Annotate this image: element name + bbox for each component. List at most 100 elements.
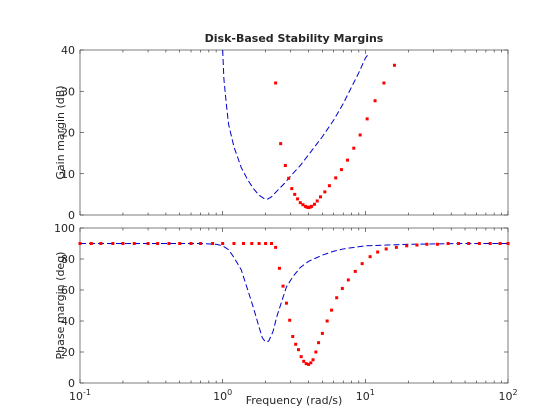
phase-series-1-point: [302, 359, 306, 363]
phase-series-1-point: [340, 286, 344, 290]
phase-series-1-point: [353, 269, 357, 273]
phase-series-1-point: [477, 242, 481, 245]
phase-series-1-point: [317, 341, 321, 345]
phase-series-1-point: [291, 335, 295, 338]
gain-series-1-point: [315, 199, 319, 203]
phase-series-1-point: [498, 242, 502, 245]
phase-series-1-point: [264, 242, 268, 245]
gain-series-1-point: [392, 63, 396, 67]
gain-series-1-point: [305, 205, 309, 209]
gain-series-1-point: [274, 81, 278, 85]
phase-series-1-point: [446, 242, 450, 245]
phase-series-1-point: [284, 301, 288, 305]
phase-series-1-point: [294, 342, 298, 346]
gain-series-1-point: [287, 176, 291, 180]
gain-series-1-point: [312, 202, 316, 206]
gain-y-tick-label: 20: [61, 127, 75, 140]
x-tick-label: 10-1: [69, 388, 91, 403]
phase-series-1-point: [325, 319, 329, 323]
phase-y-tick-label: 60: [61, 284, 75, 297]
phase-series-1-point: [376, 250, 380, 254]
phase-series-1-point: [311, 358, 315, 362]
gain-series-1-point: [279, 142, 283, 146]
phase-series-1-point: [99, 242, 103, 245]
gain-series-1-point: [334, 176, 338, 180]
phase-series-1-point: [405, 244, 409, 248]
x-tick-label: 100: [213, 388, 232, 403]
gain-series-1-point: [298, 201, 302, 205]
phase-series-1-point: [506, 242, 510, 245]
phase-series-1-point: [277, 266, 281, 270]
phase-series-1-point: [89, 242, 93, 245]
gain-series-1-point: [327, 184, 331, 188]
phase-series-1-point: [368, 255, 372, 259]
gain-series-1-point: [283, 164, 287, 167]
phase-series-1-point: [307, 362, 311, 366]
phase-series-0-line: [80, 243, 508, 343]
phase-series-1-point: [314, 350, 318, 354]
phase-series-1-point: [320, 331, 324, 335]
phase-series-1-point: [270, 242, 274, 245]
gain-series-1-point: [358, 133, 362, 137]
gain-series-1-point: [303, 204, 307, 208]
gain-axes: 0 10 20 30 40 Gain margin (dB): [54, 44, 509, 222]
gain-series-1-point: [307, 206, 311, 210]
phase-series-1-point: [232, 242, 236, 245]
phase-series-1-point: [457, 242, 461, 245]
phase-series-1-point: [221, 242, 225, 245]
phase-series-1-point: [257, 242, 261, 245]
phase-y-axis-label: Phase margin (deg): [54, 252, 67, 360]
phase-series-1-point: [132, 242, 136, 245]
phase-y-tick-label: 0: [68, 377, 75, 390]
gain-series-1-point: [346, 158, 350, 162]
phase-y-tick-label: 100: [54, 222, 75, 235]
x-tick-label: 101: [356, 388, 375, 403]
gain-series-1-point: [301, 203, 305, 207]
gain-y-tick-label: 40: [61, 44, 75, 57]
gain-axes-frame: [79, 49, 509, 216]
phase-series-1-point: [330, 308, 334, 312]
x-axis-label: Frequency (rad/s): [246, 394, 343, 407]
phase-series-1-point: [360, 262, 364, 266]
phase-series-1-point: [78, 242, 82, 245]
phase-series-1-point: [394, 245, 398, 249]
phase-axes-frame: [79, 227, 509, 384]
gain-series-1-point: [319, 195, 322, 199]
phase-series-1-point: [335, 296, 339, 300]
gain-series-1-point: [310, 204, 314, 208]
gain-series-0-line: [222, 50, 369, 200]
phase-series-1-point: [199, 242, 203, 245]
phase-series-1-point: [281, 284, 285, 288]
phase-series-1-point: [415, 243, 419, 247]
phase-series-1-point: [146, 242, 150, 245]
gain-series-1-point: [365, 117, 369, 121]
gain-series-1-point: [339, 168, 343, 172]
phase-series-1-point: [346, 278, 350, 282]
phase-series-1-point: [304, 362, 308, 366]
gain-y-tick-label: 30: [61, 85, 75, 98]
phase-series-1-point: [111, 242, 115, 245]
phase-axes: 0 20 40 60 80 100 Phase margin (deg) 10-1 100 101…: [54, 222, 518, 403]
phase-series-1-point: [156, 242, 160, 245]
phase-series-1-point: [299, 355, 303, 359]
phase-series-1-point: [296, 348, 300, 352]
gain-series-1-point: [290, 187, 294, 191]
phase-y-tick-label: 20: [61, 346, 75, 359]
phase-series-1-point: [309, 361, 313, 365]
phase-series-1-point: [242, 242, 246, 245]
phase-series-1-point: [121, 242, 125, 245]
phase-series-1-point: [488, 242, 492, 245]
phase-series-1-point: [250, 242, 254, 245]
gain-series-1-point: [323, 190, 327, 194]
gain-series-1-point: [382, 81, 386, 85]
phase-series-1-point: [189, 242, 193, 245]
gain-series-1-point: [352, 146, 356, 150]
gain-y-tick-label: 0: [68, 209, 75, 222]
phase-series-1-point: [435, 242, 439, 246]
gain-series-1-point: [296, 197, 300, 201]
x-tick-label: 102: [498, 388, 517, 403]
gain-y-axis-label: Gain margin (dB): [54, 85, 67, 179]
phase-y-tick-label: 40: [61, 315, 75, 328]
phase-series-1-point: [178, 242, 182, 245]
